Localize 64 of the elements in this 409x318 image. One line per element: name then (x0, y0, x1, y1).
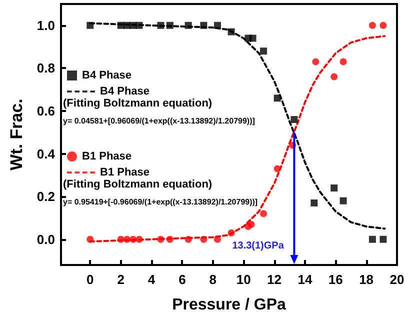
point (214, 22, 221, 29)
point (274, 94, 281, 102)
point (249, 34, 256, 42)
point (136, 22, 143, 29)
point (184, 22, 192, 29)
x-tick-label: 2 (117, 272, 124, 287)
point (228, 229, 235, 236)
point (200, 22, 208, 29)
point (123, 236, 130, 243)
x-tick-label: 8 (209, 272, 217, 287)
y-axis-title: Wt. Frac. (7, 98, 26, 170)
legend-label: B1 Phase (100, 166, 150, 178)
annotation: 13.3(1)GPa (232, 240, 284, 252)
point (310, 199, 318, 206)
y-tick-label: 0.0 (36, 232, 55, 247)
x-tick-label: 12 (267, 272, 282, 287)
point (214, 236, 221, 243)
y-tick-label: 1.0 (36, 18, 55, 33)
annotation: (Fitting Boltzmann equation) (63, 178, 212, 190)
x-tick-label: 4 (148, 272, 156, 287)
point (368, 22, 376, 29)
x-axis-title: Pressure / GPa (172, 296, 286, 314)
point (117, 236, 124, 243)
x-tick-label: 6 (178, 272, 186, 287)
x-tick-label: 0 (86, 272, 94, 287)
x-tick-label: 10 (236, 272, 251, 287)
y-tick-label: 0.6 (36, 103, 55, 118)
x-tick-label: 14 (298, 272, 313, 287)
point (312, 58, 320, 66)
point (260, 210, 268, 218)
point (86, 22, 94, 29)
point (184, 236, 192, 243)
point (248, 220, 255, 228)
point (330, 73, 338, 80)
point (340, 58, 347, 66)
y-tick-label: 0.4 (36, 146, 56, 162)
point (380, 236, 387, 243)
annotation: (Fitting Boltzmann equation) (63, 98, 212, 110)
x-tick-label: 18 (359, 272, 374, 287)
point (166, 22, 174, 29)
point (86, 236, 94, 243)
point (157, 22, 164, 29)
point (290, 116, 298, 124)
legend-label: B1 Phase (82, 150, 132, 162)
point (260, 48, 268, 55)
point (368, 236, 376, 243)
point (340, 197, 347, 204)
annotation: y= 0.04581+[0.96069/(1+exp((x-13.13892)/1.20799))] (63, 116, 256, 126)
y-tick-label: 0.2 (36, 189, 55, 204)
x-tick-label: 16 (328, 272, 343, 287)
point (228, 28, 235, 36)
x-tick-label: 20 (390, 272, 404, 287)
point (157, 236, 164, 243)
point (130, 236, 137, 243)
y-tick-label: 0.8 (36, 60, 55, 76)
point (136, 236, 143, 243)
point (274, 165, 281, 172)
legend-label: B4 Phase (82, 70, 132, 82)
point (166, 236, 174, 243)
point (380, 22, 387, 29)
point (330, 184, 338, 192)
annotation: y= 0.95419+[-0.96069/(1+exp((x-13.13892)/1.20799))] (63, 198, 258, 206)
legend-label: B4 Phase (100, 86, 150, 98)
point (200, 236, 208, 243)
